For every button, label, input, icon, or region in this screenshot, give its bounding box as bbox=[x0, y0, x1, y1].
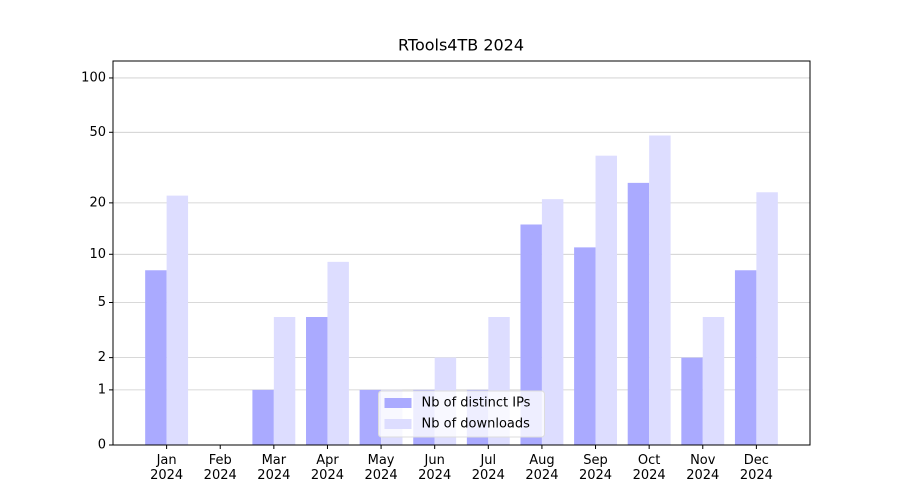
legend: Nb of distinct IPs Nb of downloads bbox=[378, 390, 545, 438]
x-tick-label: Mar 2024 bbox=[257, 453, 291, 483]
bar bbox=[702, 317, 725, 445]
bar bbox=[520, 224, 542, 445]
y-tick-label: 1 bbox=[98, 382, 106, 397]
x-tick-label: Sep 2024 bbox=[578, 453, 613, 483]
bar bbox=[756, 192, 778, 445]
legend-label: Nb of distinct IPs bbox=[422, 396, 531, 411]
bar bbox=[595, 155, 617, 446]
bar bbox=[166, 195, 189, 445]
x-tick-label: Dec 2024 bbox=[739, 453, 773, 483]
x-tick-label: Feb 2024 bbox=[203, 453, 237, 483]
bar bbox=[649, 135, 671, 445]
y-tick-label: 0 bbox=[98, 438, 106, 453]
bar bbox=[273, 317, 296, 445]
legend-label: Nb of downloads bbox=[422, 417, 531, 432]
bar bbox=[145, 270, 167, 445]
y-tick-label: 5 bbox=[98, 295, 106, 310]
x-tick-label: Apr 2024 bbox=[310, 453, 344, 483]
bar bbox=[306, 317, 328, 445]
x-tick-label: Jul 2024 bbox=[471, 453, 505, 483]
x-tick-label: Oct 2024 bbox=[632, 453, 666, 483]
x-tick-label: Aug 2024 bbox=[525, 453, 559, 483]
x-tick-label: May 2024 bbox=[364, 453, 398, 483]
bar bbox=[627, 182, 650, 446]
y-tick-label: 20 bbox=[89, 195, 106, 210]
bar bbox=[541, 199, 564, 445]
bar bbox=[359, 389, 382, 445]
legend-box bbox=[378, 390, 545, 438]
plot-frame bbox=[112, 60, 811, 446]
x-tick-label: Nov 2024 bbox=[686, 453, 720, 483]
legend-swatch bbox=[384, 398, 412, 408]
legend-swatch bbox=[384, 419, 412, 429]
y-tick-label: 2 bbox=[98, 350, 106, 365]
x-tick-label: Jan 2024 bbox=[150, 453, 184, 483]
bar bbox=[681, 357, 703, 445]
y-tick-label: 50 bbox=[89, 125, 106, 140]
y-tick-label: 100 bbox=[81, 70, 106, 85]
bar bbox=[574, 247, 596, 445]
y-tick-label: 10 bbox=[89, 247, 106, 262]
bar bbox=[734, 270, 757, 445]
bar bbox=[327, 261, 349, 445]
bar bbox=[252, 389, 274, 445]
x-tick-label: Jun 2024 bbox=[418, 453, 452, 483]
chart-title: RTools4TB 2024 bbox=[398, 36, 524, 55]
